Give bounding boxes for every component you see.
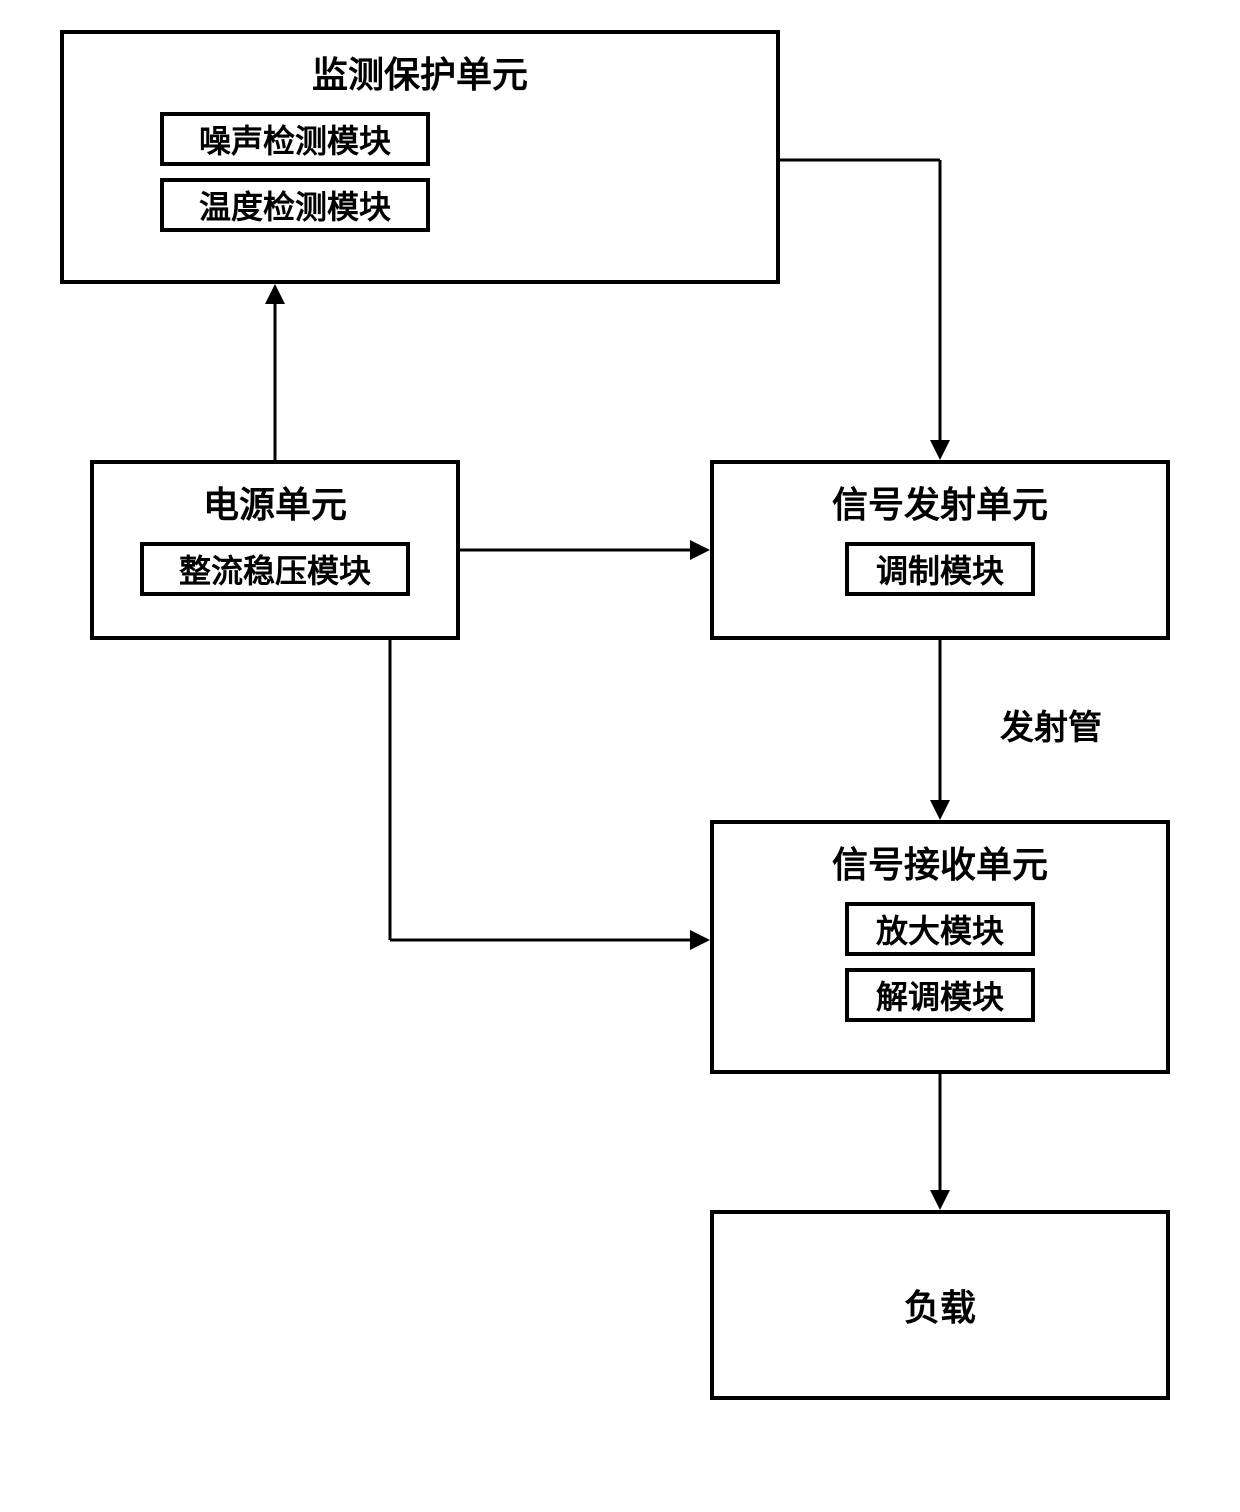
demodulation-module: 解调模块 bbox=[845, 968, 1035, 1022]
arrow-monitor-to-tx bbox=[930, 440, 950, 460]
monitor-title: 监测保护单元 bbox=[312, 46, 528, 98]
tx-title: 信号发射单元 bbox=[832, 476, 1048, 528]
rectifier-regulator-module: 整流稳压模块 bbox=[140, 542, 410, 596]
signal-transmit-unit: 信号发射单元 调制模块 bbox=[710, 460, 1170, 640]
arrow-power-to-tx bbox=[690, 540, 710, 560]
load-unit: 负载 bbox=[710, 1210, 1170, 1400]
signal-receive-unit: 信号接收单元 放大模块 解调模块 bbox=[710, 820, 1170, 1074]
modulation-module: 调制模块 bbox=[845, 542, 1035, 596]
rx-title: 信号接收单元 bbox=[832, 836, 1048, 888]
arrow-power-to-rx bbox=[690, 930, 710, 950]
power-title: 电源单元 bbox=[203, 476, 347, 528]
arrow-power-to-monitor bbox=[265, 284, 285, 304]
edge-label-tx-rx: 发射管 bbox=[1000, 700, 1102, 749]
temperature-detection-module: 温度检测模块 bbox=[160, 178, 430, 232]
arrow-tx-to-rx bbox=[930, 800, 950, 820]
monitor-protection-unit: 监测保护单元 噪声检测模块 温度检测模块 bbox=[60, 30, 780, 284]
noise-detection-module: 噪声检测模块 bbox=[160, 112, 430, 166]
amplifier-module: 放大模块 bbox=[845, 902, 1035, 956]
arrow-rx-to-load bbox=[930, 1190, 950, 1210]
power-unit: 电源单元 整流稳压模块 bbox=[90, 460, 460, 640]
